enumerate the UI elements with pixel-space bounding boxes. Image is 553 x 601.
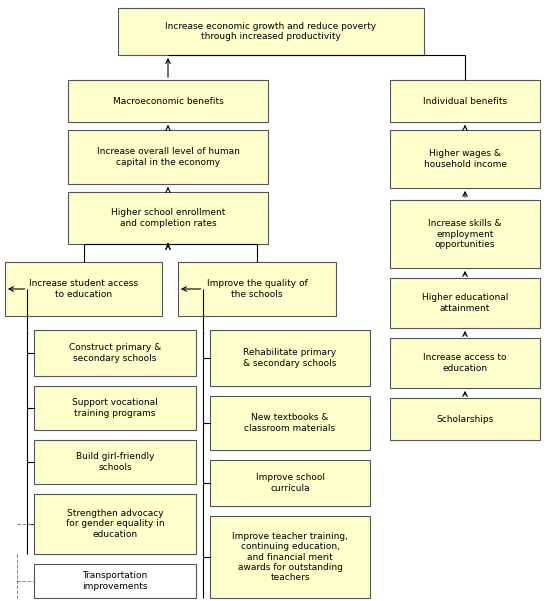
Text: Strengthen advocacy
for gender equality in
education: Strengthen advocacy for gender equality …	[66, 509, 164, 539]
Text: Improve school
curricula: Improve school curricula	[255, 474, 325, 493]
Text: Macroeconomic benefits: Macroeconomic benefits	[113, 97, 223, 106]
Bar	[34, 330, 196, 376]
Text: Increase student access
to education: Increase student access to education	[29, 279, 138, 299]
Bar	[210, 330, 370, 386]
Bar	[390, 338, 540, 388]
Bar	[34, 440, 196, 484]
Bar	[210, 460, 370, 506]
Text: Transportation
improvements: Transportation improvements	[82, 572, 148, 591]
Bar	[390, 200, 540, 268]
Bar	[210, 396, 370, 450]
Text: Improve teacher training,
continuing education,
and financial merit
awards for o: Improve teacher training, continuing edu…	[232, 532, 348, 582]
Text: Higher wages &
household income: Higher wages & household income	[424, 149, 507, 169]
Text: Increase overall level of human
capital in the economy: Increase overall level of human capital …	[97, 147, 239, 166]
Text: Build girl-friendly
schools: Build girl-friendly schools	[76, 453, 154, 472]
Bar	[118, 8, 424, 55]
Bar	[68, 192, 268, 244]
Bar	[390, 80, 540, 122]
Bar	[5, 262, 162, 316]
Text: New textbooks &
classroom materials: New textbooks & classroom materials	[244, 413, 336, 433]
Bar	[390, 130, 540, 188]
Text: Scholarships: Scholarships	[436, 415, 494, 424]
Text: Higher educational
attainment: Higher educational attainment	[422, 293, 508, 313]
Bar	[178, 262, 336, 316]
Text: Higher school enrollment
and completion rates: Higher school enrollment and completion …	[111, 209, 225, 228]
Bar	[68, 130, 268, 184]
Text: Increase economic growth and reduce poverty
through increased productivity: Increase economic growth and reduce pove…	[165, 22, 377, 41]
Bar	[390, 398, 540, 440]
Bar	[390, 278, 540, 328]
Text: Increase access to
education: Increase access to education	[423, 353, 507, 373]
Text: Support vocational
training programs: Support vocational training programs	[72, 398, 158, 418]
Text: Construct primary &
secondary schools: Construct primary & secondary schools	[69, 343, 161, 362]
Bar	[68, 80, 268, 122]
Bar	[34, 564, 196, 598]
Bar	[210, 516, 370, 598]
Text: Increase skills &
employment
opportunities: Increase skills & employment opportuniti…	[428, 219, 502, 249]
Text: Improve the quality of
the schools: Improve the quality of the schools	[207, 279, 307, 299]
Bar	[34, 386, 196, 430]
Text: Individual benefits: Individual benefits	[423, 97, 507, 106]
Bar	[34, 494, 196, 554]
Text: Rehabilitate primary
& secondary schools: Rehabilitate primary & secondary schools	[243, 349, 337, 368]
